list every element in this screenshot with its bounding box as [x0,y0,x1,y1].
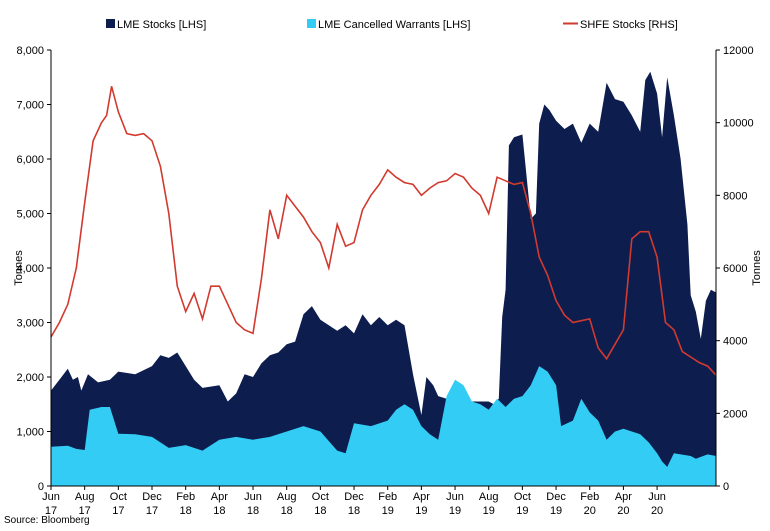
series-shfe-stocks-line [50,86,717,376]
x-tick-label-year: 19 [415,505,427,517]
left-tick-label: 8,000 [16,45,44,57]
x-tick-label-year: 18 [281,505,293,517]
x-tick-label-year: 18 [247,505,259,517]
x-tick-label-year: 18 [213,505,225,517]
x-tick-label-month: Feb [176,491,195,503]
x-tick-label-year: 19 [483,505,495,517]
x-tick-label-year: 20 [617,505,629,517]
x-tick-label-year: 18 [180,505,192,517]
x-tick-label-month: Feb [580,491,599,503]
x-tick-label-month: Jun [244,491,262,503]
x-tick-label-year: 19 [550,505,562,517]
x-tick-label-month: Apr [413,491,430,503]
legend: LME Stocks [LHS] LME Cancelled Warrants … [106,19,678,31]
legend-swatch-lme-stocks [106,19,115,28]
plot-area [50,71,717,487]
x-tick-label-month: Jun [446,491,464,503]
left-tick-label: 0 [38,481,44,493]
tick-labels: 0 1,000 2,000 3,000 4,000 5,000 6,000 7,000 8,00… [16,45,753,517]
series-lme-cancelled-warrants-area [51,366,716,486]
x-tick-label-year: 19 [382,505,394,517]
x-tick-label-month: Aug [479,491,499,503]
x-tick-label-month: Apr [211,491,228,503]
x-tick-label-month: Oct [110,491,127,503]
x-tick-label-year: 20 [584,505,596,517]
x-tick-label-month: Jun [648,491,666,503]
right-tick-label: 4000 [723,336,747,348]
left-tick-label: 4,000 [16,263,44,275]
right-tick-label: 8000 [723,190,747,202]
source-note: Source: Bloomberg [4,515,90,526]
right-tick-label: 10000 [723,118,754,130]
right-tick-label: 2000 [723,408,747,420]
x-tick-label-year: 19 [516,505,528,517]
right-tick-label: 12000 [723,45,754,57]
right-axis-title: Tonnes [751,250,763,286]
x-tick-label-month: Aug [75,491,95,503]
x-tick-label-year: 19 [449,505,461,517]
x-tick-label-year: 17 [112,505,124,517]
x-tick-label-month: Dec [344,491,364,503]
x-tick-label-month: Apr [615,491,632,503]
legend-label-lme-cancelled-warrants: LME Cancelled Warrants [LHS] [318,19,470,31]
left-tick-label: 5,000 [16,209,44,221]
x-tick-label-month: Feb [378,491,397,503]
left-axis-title: Tonnes [13,250,25,286]
x-tick-label-month: Aug [277,491,297,503]
x-tick-label-month: Dec [142,491,162,503]
left-tick-label: 7,000 [16,100,44,112]
x-tick-label-year: 17 [146,505,158,517]
legend-swatch-lme-cancelled-warrants [307,19,316,28]
x-tick-label-month: Oct [514,491,531,503]
x-tick-label-year: 20 [651,505,663,517]
left-tick-label: 2,000 [16,372,44,384]
x-tick-label-month: Oct [312,491,329,503]
legend-label-lme-stocks: LME Stocks [LHS] [117,19,206,31]
x-tick-label-year: 18 [314,505,326,517]
left-tick-label: 3,000 [16,318,44,330]
left-tick-label: 6,000 [16,154,44,166]
x-tick-label-year: 18 [348,505,360,517]
x-tick-label-month: Dec [546,491,566,503]
right-tick-label: 0 [723,481,729,493]
legend-label-shfe-stocks: SHFE Stocks [RHS] [580,19,678,31]
right-tick-label: 6000 [723,263,747,275]
x-tick-label-year: 17 [45,505,57,517]
left-tick-label: 1,000 [16,427,44,439]
x-tick-label-year: 17 [79,505,91,517]
x-tick-label-month: Jun [42,491,60,503]
